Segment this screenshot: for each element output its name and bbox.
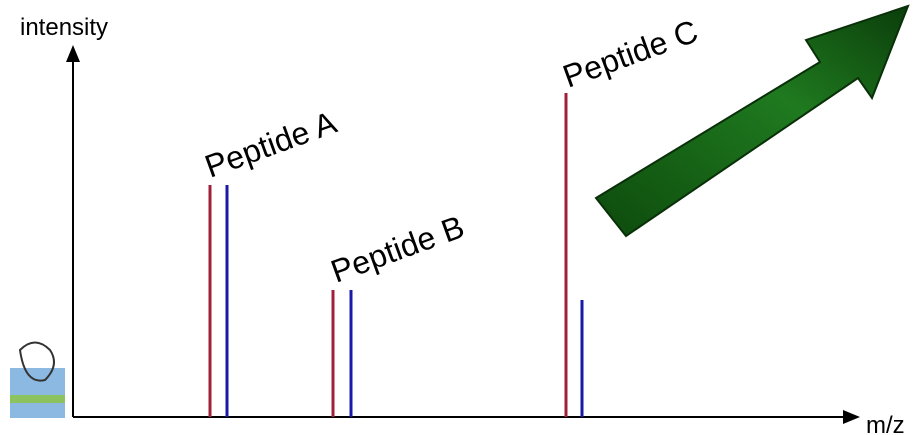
y-arrow (66, 45, 80, 62)
peak-label: Peptide C (558, 13, 702, 95)
x-axis-label: m/z (866, 412, 905, 435)
x-arrow (843, 410, 860, 424)
diagram: intensity m/z Peptide A Peptide B Peptid… (0, 0, 924, 435)
y-axis-label: intensity (20, 14, 108, 41)
page: {"y_axis_label": "intensity", "x_axis_la… (0, 0, 924, 435)
peak-label: Peptide A (200, 104, 342, 185)
logo (10, 343, 65, 419)
peak-label: Peptide B (326, 208, 469, 289)
